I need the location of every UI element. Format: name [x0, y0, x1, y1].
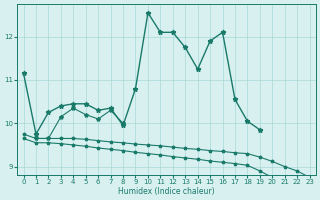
X-axis label: Humidex (Indice chaleur): Humidex (Indice chaleur)	[118, 187, 215, 196]
